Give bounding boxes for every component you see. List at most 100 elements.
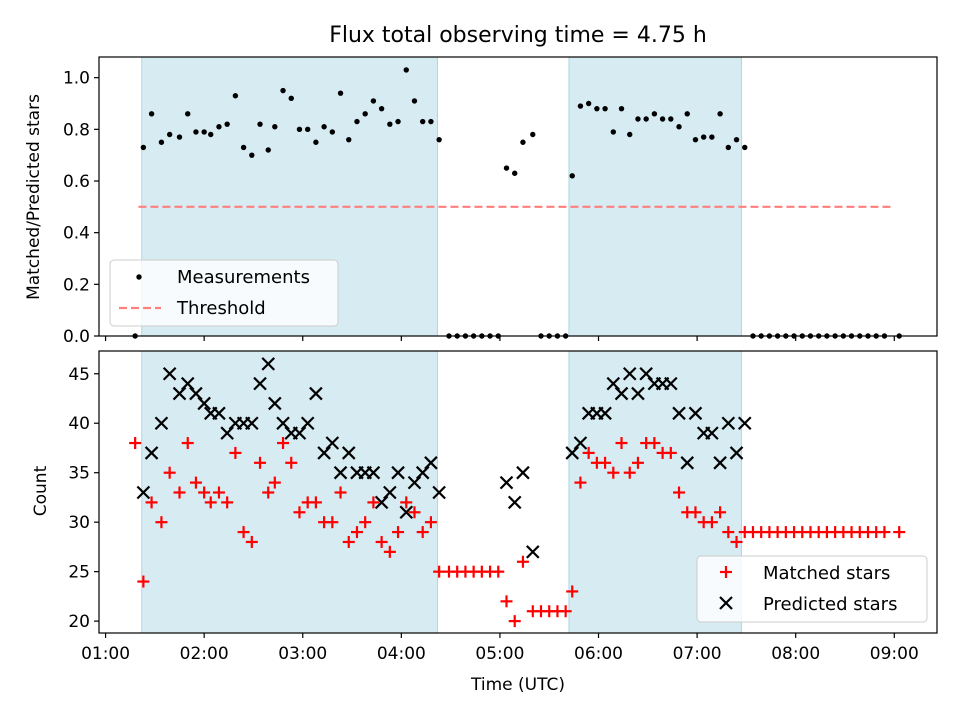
predicted-star-point [374, 495, 389, 510]
predicted-star-point [325, 436, 340, 450]
measurement-point [577, 103, 584, 109]
measurement-point [346, 136, 352, 143]
matched-star-point [730, 535, 743, 548]
predicted-stars-points [136, 357, 752, 559]
marker-stroke [614, 386, 629, 401]
marker-stroke [212, 406, 226, 421]
legend-predicted-marker [719, 596, 733, 610]
matched-star-point [492, 565, 505, 578]
marker-stroke [713, 456, 727, 470]
measurement-point [257, 121, 263, 127]
measurement-point [288, 95, 294, 102]
measurement-point [337, 90, 344, 96]
matched-star-point [212, 486, 225, 499]
measurement-point [224, 121, 230, 127]
predicted-star-point [705, 426, 719, 440]
matched-star-point [722, 526, 735, 539]
matched-star-point [293, 506, 306, 519]
measurement-point [569, 173, 575, 179]
matched-star-point [508, 615, 521, 628]
marker-stroke [737, 416, 752, 431]
matched-star-point [648, 437, 661, 450]
marker-stroke [136, 485, 151, 500]
marker-stroke [220, 426, 234, 440]
marker-stroke [253, 376, 267, 391]
matched-star-point [173, 486, 186, 499]
measurement-point [354, 118, 360, 125]
matched-star-point [599, 456, 612, 469]
marker-stroke [144, 446, 159, 460]
measurement-point [668, 116, 674, 122]
marker-stroke [189, 386, 203, 401]
measurement-point [709, 134, 715, 140]
measurement-point [395, 118, 401, 125]
predicted-star-point [614, 386, 629, 401]
predicted-star-point [526, 545, 540, 559]
y-tick-label: 25 [68, 563, 90, 583]
matched-star-point [285, 456, 298, 469]
marker-stroke [391, 465, 405, 480]
matched-star-point [714, 506, 727, 519]
top-legend: Measurements Threshold [109, 259, 339, 327]
predicted-star-point [172, 386, 187, 401]
y-tick-label: 0.4 [63, 224, 90, 244]
matched-star-point [607, 466, 620, 479]
matched-star-point [309, 496, 322, 509]
marker-stroke [317, 446, 331, 460]
marker-stroke [383, 485, 397, 500]
matched-star-point [689, 506, 702, 519]
predicted-star-point [317, 446, 331, 460]
marker-stroke [526, 545, 540, 559]
measurement-point [419, 118, 426, 125]
measurement-point [676, 124, 682, 130]
matched-star-point [574, 476, 587, 489]
measurement-point [742, 144, 748, 151]
measurement-point [201, 129, 207, 135]
measurement-point [428, 118, 434, 125]
measurement-point [304, 126, 311, 133]
measurement-point [512, 170, 518, 176]
marker-stroke [407, 475, 422, 490]
x-tick-label: 06:00 [574, 644, 623, 664]
measurement-point [370, 98, 377, 104]
matched-star-point [277, 437, 290, 450]
predicted-star-point [366, 465, 381, 480]
measurement-point [717, 111, 723, 117]
marker-stroke [268, 396, 282, 411]
measurement-point [692, 136, 699, 143]
predicted-star-point [212, 406, 226, 421]
marker-stroke [606, 376, 621, 391]
marker-stroke [245, 416, 259, 431]
top-y-axis-label: Matched/Predicted stars [24, 94, 44, 300]
measurement-point [176, 134, 183, 140]
marker-stroke [639, 366, 653, 381]
top-y-ticks: 0.0 0.2 0.4 0.6 0.8 1.0 [63, 69, 99, 347]
measurement-point [585, 100, 592, 107]
predicted-star-point [565, 446, 580, 460]
matched-star-point [367, 496, 380, 509]
matched-star-point [245, 535, 258, 548]
matched-star-point [145, 496, 158, 509]
predicted-star-point [383, 485, 397, 500]
matched-star-point [350, 526, 363, 539]
predicted-star-point [220, 426, 234, 440]
predicted-star-point [499, 475, 514, 490]
predicted-star-point [664, 376, 678, 391]
legend-measurements-marker [136, 274, 142, 280]
marker-stroke [688, 406, 703, 421]
matched-star-point [163, 466, 176, 479]
matched-star-point [155, 516, 168, 529]
predicted-star-point [197, 396, 211, 411]
matched-star-point [705, 516, 718, 529]
measurement-point [643, 116, 649, 122]
measurement-points [132, 67, 902, 339]
matched-stars-points [129, 437, 906, 628]
measurement-point [627, 131, 633, 138]
marker-stroke [276, 416, 290, 431]
measurement-point [158, 139, 165, 145]
predicted-star-point [253, 376, 267, 391]
measurement-point [265, 147, 271, 153]
x-tick-label: 09:00 [870, 644, 919, 664]
marker-stroke [721, 416, 736, 431]
measurement-point [329, 129, 336, 135]
